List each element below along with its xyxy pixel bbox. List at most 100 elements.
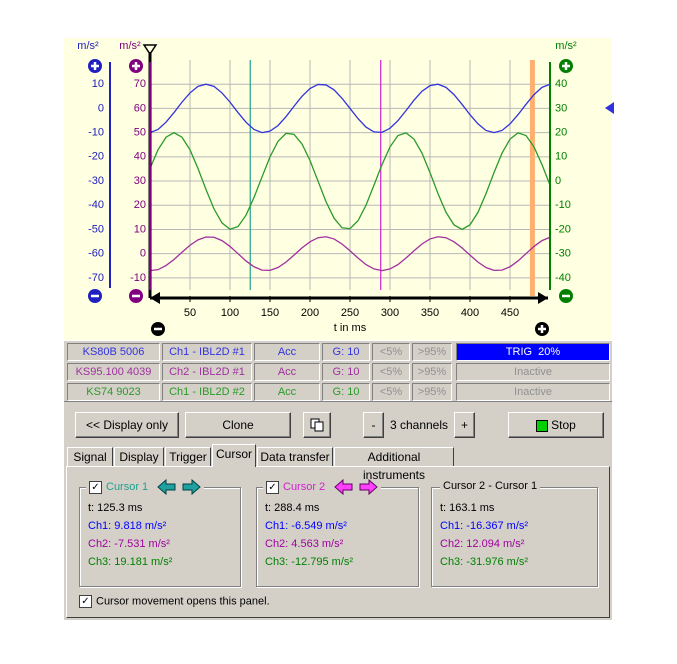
stop-button[interactable]: Stop [508, 412, 604, 438]
cursor2-checkbox[interactable]: ✓ [266, 480, 279, 494]
difference-ch3: Ch3: -31.976 m/s² [440, 556, 529, 568]
y-tick-label: -10 [88, 127, 104, 139]
channel-table: KS80B 5006 Ch1 - IBL2D #1 Acc G: 10 <5% >95% T… [64, 341, 612, 401]
clone-button[interactable]: Clone [185, 412, 291, 438]
y2-tick-label: 60 [134, 102, 146, 114]
y3-tick-label: 10 [555, 151, 567, 163]
y-tick-label: -40 [88, 199, 104, 211]
x-tick-label: 400 [461, 307, 479, 319]
option-checkbox[interactable]: ✓ [79, 595, 92, 608]
ch2-unit: m/s² [119, 40, 141, 52]
ch3-unit: m/s² [555, 40, 577, 52]
signal-line [149, 131, 551, 231]
cursor-tab-panel: ✓ Cursor 1 t: 125.3 ms Ch1: 9.818 m/s² Ch… [66, 466, 610, 618]
option-row: ✓ Cursor movement opens this panel. [79, 595, 270, 608]
y-tick-label: -30 [88, 175, 104, 187]
x-tick-label: 300 [381, 307, 399, 319]
cursor2-move-buttons[interactable] [334, 478, 379, 496]
cursor2-ch3: Ch3: -12.795 m/s² [265, 556, 354, 568]
cursor2-title: Cursor 2 [283, 480, 326, 493]
zoom-buttons[interactable] [88, 59, 573, 336]
channel-channel[interactable]: Ch1 - IBL2D #1 [162, 343, 252, 361]
y2-tick-label: 40 [134, 151, 146, 163]
channel-mode: Acc [254, 383, 320, 401]
tab[interactable]: Trigger [165, 447, 211, 467]
difference-ch1: Ch1: -16.367 m/s² [440, 520, 529, 532]
cursor2-ch2: Ch2: 4.563 m/s² [265, 538, 344, 550]
x-tick-label: 150 [261, 307, 279, 319]
y2-tick-label: 30 [134, 175, 146, 187]
x-tick-label: 100 [221, 307, 239, 319]
tab[interactable]: Additional instruments [334, 447, 454, 482]
cursor1-checkbox[interactable]: ✓ [89, 480, 102, 494]
grid [150, 60, 550, 302]
channel-mode: Acc [254, 343, 320, 361]
channel-gain: G: 10 [322, 383, 370, 401]
channel-low: <5% [372, 343, 410, 361]
plus-icon [132, 62, 140, 70]
chart: m/s² m/s² m/s² t in ms 50 100 150 200 250 300… [64, 38, 614, 340]
signal-line [149, 83, 551, 134]
difference-group: Cursor 2 - Cursor 1 t: 163.1 ms Ch1: -16… [431, 480, 598, 587]
channel-name: KS80B 5006 [67, 343, 160, 361]
y3-tick-label: 0 [555, 175, 561, 187]
trigger-marker [142, 44, 158, 56]
channel-channel[interactable]: Ch1 - IBL2D #2 [162, 383, 252, 401]
copy-button[interactable] [303, 412, 331, 438]
y2-tick-label: 70 [134, 78, 146, 90]
minus-button[interactable]: - [363, 412, 384, 438]
y3-tick-label: 40 [555, 78, 567, 90]
cursor1-group: ✓ Cursor 1 t: 125.3 ms Ch1: 9.818 m/s² Ch… [79, 478, 241, 587]
tab[interactable]: Display [114, 447, 164, 467]
cursor2-ch1: Ch1: -6.549 m/s² [265, 520, 347, 532]
option-label: Cursor movement opens this panel. [96, 595, 270, 608]
cursor1-ch3: Ch3: 19.181 m/s² [88, 556, 173, 568]
y-tick-label: 10 [92, 78, 104, 90]
y2-tick-label: 50 [134, 127, 146, 139]
channel-gain: G: 10 [322, 363, 370, 381]
plus-button[interactable]: + [454, 412, 475, 438]
plus-icon [91, 62, 99, 70]
x-axis-title: t in ms [334, 322, 367, 334]
cursor1-ch2: Ch2: -7.531 m/s² [88, 538, 170, 550]
arrow [150, 292, 160, 304]
difference-title: Cursor 2 - Cursor 1 [440, 480, 541, 492]
y3-tick-label: -20 [555, 223, 571, 235]
channel-low: <5% [372, 383, 410, 401]
channel-gain: G: 10 [322, 343, 370, 361]
channel-high: >95% [412, 363, 452, 381]
tab[interactable]: Cursor [212, 444, 256, 467]
offset-marker [605, 102, 614, 114]
channel-high: >95% [412, 343, 452, 361]
difference-time: t: 163.1 ms [440, 502, 495, 514]
stop-label: Stop [551, 418, 576, 432]
x-tick-label: 350 [421, 307, 439, 319]
channel-high: >95% [412, 383, 452, 401]
y2-tick-label: 0 [140, 248, 146, 260]
plus-icon [562, 62, 570, 70]
plot [149, 60, 551, 296]
cursor2-time: t: 288.4 ms [265, 502, 320, 514]
y2-tick-label: 10 [134, 223, 146, 235]
channel-status[interactable]: Inactive [456, 383, 610, 401]
tab[interactable]: Signal [67, 447, 113, 467]
y3-tick-label: 20 [555, 127, 567, 139]
display-only-button[interactable]: << Display only [75, 412, 179, 438]
cursor1-move-buttons[interactable] [157, 478, 202, 496]
y2-tick-label: -10 [130, 272, 146, 284]
cursor1-header: ✓ Cursor 1 [86, 478, 205, 496]
channel-status[interactable]: Inactive [456, 363, 610, 381]
channel-status[interactable]: TRIG 20% [456, 343, 610, 361]
x-tick-label: 200 [301, 307, 319, 319]
y-tick-label: -20 [88, 151, 104, 163]
chart-background [64, 38, 612, 340]
difference-ch2: Ch2: 12.094 m/s² [440, 538, 525, 550]
cursor2-group: ✓ Cursor 2 t: 288.4 ms Ch1: -6.549 m/s² C… [256, 478, 419, 587]
y3-tick-label: -30 [555, 248, 571, 260]
tab[interactable]: Data transfer [257, 447, 333, 467]
channel-mode: Acc [254, 363, 320, 381]
channel-channel[interactable]: Ch2 - IBL2D #1 [162, 363, 252, 381]
y-tick-label: -60 [88, 248, 104, 260]
signal-line [149, 236, 551, 272]
